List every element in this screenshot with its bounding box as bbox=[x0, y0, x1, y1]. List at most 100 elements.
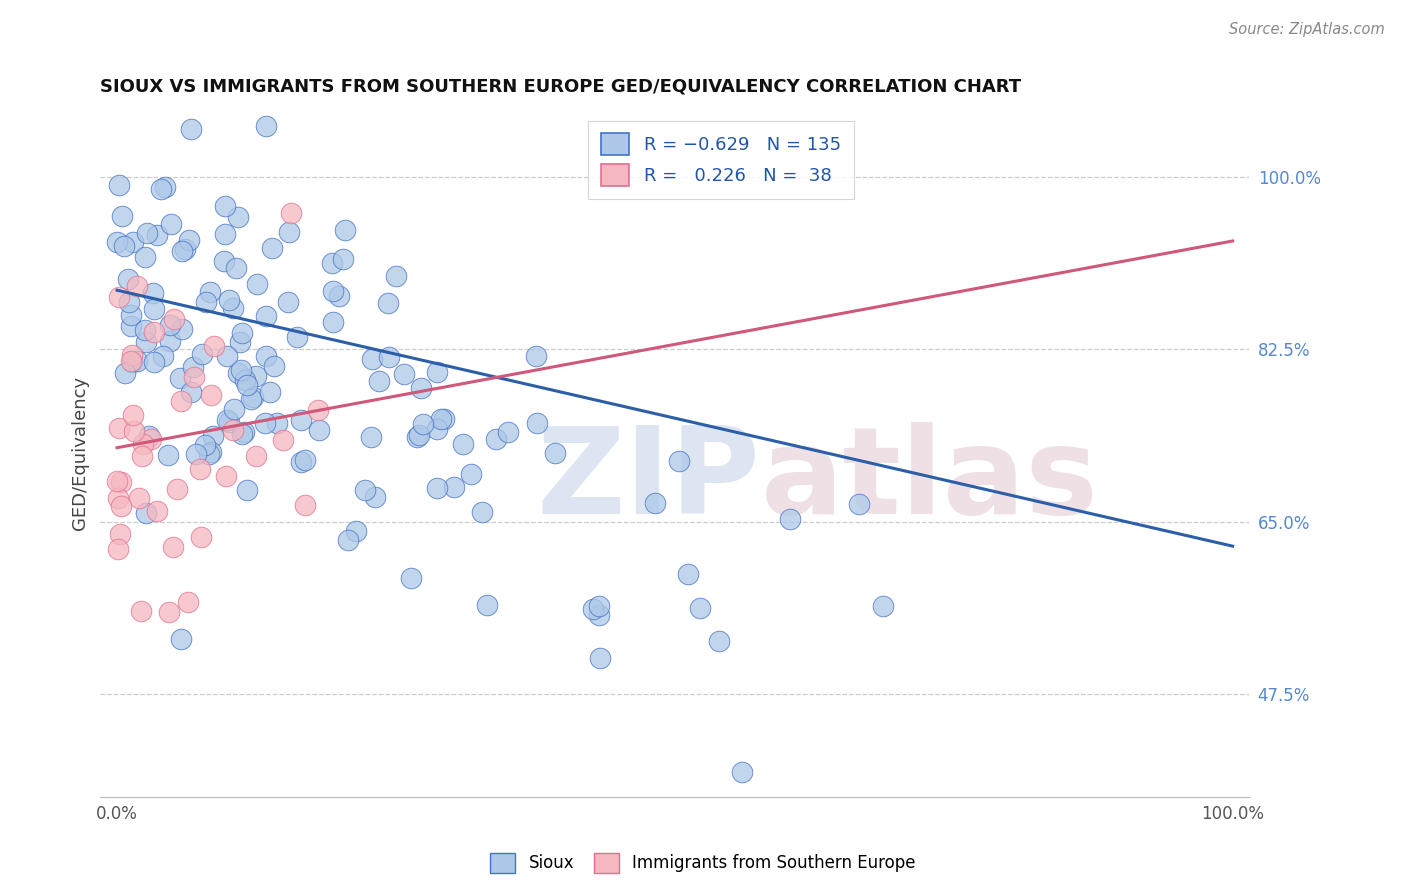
Point bbox=[143, 354, 166, 368]
Point bbox=[245, 369, 267, 384]
Point bbox=[142, 325, 165, 339]
Point bbox=[122, 408, 145, 422]
Point bbox=[322, 284, 344, 298]
Point bbox=[544, 446, 567, 460]
Point bbox=[197, 447, 219, 461]
Point bbox=[202, 429, 225, 443]
Point bbox=[392, 367, 415, 381]
Point bbox=[190, 346, 212, 360]
Point bbox=[245, 449, 267, 463]
Point bbox=[121, 308, 143, 322]
Point bbox=[125, 279, 148, 293]
Point bbox=[254, 349, 277, 363]
Point bbox=[200, 445, 222, 459]
Point bbox=[277, 294, 299, 309]
Point bbox=[689, 601, 711, 615]
Point bbox=[225, 261, 247, 276]
Point bbox=[135, 226, 157, 240]
Point bbox=[266, 416, 288, 430]
Point bbox=[254, 309, 277, 323]
Point bbox=[588, 599, 610, 613]
Point bbox=[110, 499, 132, 513]
Point bbox=[157, 448, 180, 462]
Point bbox=[229, 334, 252, 349]
Point bbox=[231, 326, 253, 341]
Point bbox=[135, 507, 157, 521]
Point bbox=[222, 401, 245, 416]
Point bbox=[129, 604, 152, 618]
Point bbox=[328, 288, 350, 302]
Point bbox=[218, 415, 240, 429]
Point bbox=[399, 571, 422, 585]
Point bbox=[239, 392, 262, 407]
Point bbox=[384, 268, 406, 283]
Point bbox=[336, 533, 359, 547]
Point bbox=[475, 598, 498, 612]
Point bbox=[731, 764, 754, 779]
Point bbox=[146, 503, 169, 517]
Point bbox=[335, 223, 357, 237]
Point bbox=[676, 567, 699, 582]
Point bbox=[235, 373, 257, 387]
Point bbox=[105, 235, 128, 250]
Point bbox=[214, 227, 236, 241]
Point bbox=[117, 271, 139, 285]
Point bbox=[134, 250, 156, 264]
Point bbox=[159, 605, 181, 619]
Point bbox=[162, 541, 184, 555]
Point bbox=[271, 433, 294, 447]
Point bbox=[180, 122, 202, 136]
Point bbox=[108, 290, 131, 304]
Point bbox=[121, 355, 143, 369]
Point bbox=[231, 426, 253, 441]
Point bbox=[135, 334, 157, 349]
Point bbox=[644, 496, 666, 510]
Point bbox=[409, 381, 432, 395]
Point bbox=[485, 432, 508, 446]
Point bbox=[193, 438, 215, 452]
Point bbox=[132, 437, 155, 451]
Point bbox=[125, 354, 148, 368]
Point bbox=[526, 416, 548, 430]
Point bbox=[122, 235, 145, 249]
Point bbox=[169, 371, 191, 385]
Point bbox=[120, 354, 142, 368]
Point bbox=[378, 351, 401, 365]
Text: ZIP: ZIP bbox=[537, 422, 761, 539]
Point bbox=[110, 526, 132, 541]
Point bbox=[143, 302, 166, 317]
Point bbox=[294, 498, 316, 512]
Point bbox=[152, 349, 174, 363]
Point bbox=[287, 330, 309, 344]
Point bbox=[107, 491, 129, 505]
Point bbox=[190, 530, 212, 544]
Point bbox=[582, 602, 605, 616]
Point bbox=[134, 323, 156, 337]
Point bbox=[114, 366, 136, 380]
Point bbox=[259, 384, 281, 399]
Point bbox=[146, 227, 169, 242]
Point bbox=[588, 608, 610, 623]
Point bbox=[226, 210, 249, 224]
Point bbox=[142, 286, 165, 301]
Point bbox=[290, 455, 312, 469]
Point bbox=[128, 491, 150, 505]
Point bbox=[131, 449, 153, 463]
Point bbox=[217, 349, 239, 363]
Point bbox=[177, 595, 200, 609]
Point bbox=[112, 239, 135, 253]
Point bbox=[177, 233, 200, 247]
Point bbox=[200, 388, 222, 402]
Point bbox=[180, 384, 202, 399]
Point bbox=[108, 420, 131, 434]
Point bbox=[229, 362, 252, 376]
Y-axis label: GED/Equivalency: GED/Equivalency bbox=[72, 376, 89, 530]
Point bbox=[138, 429, 160, 443]
Point bbox=[405, 430, 427, 444]
Point bbox=[110, 475, 132, 489]
Point bbox=[412, 417, 434, 431]
Point bbox=[202, 338, 225, 352]
Point bbox=[122, 424, 145, 438]
Point bbox=[105, 474, 128, 488]
Point bbox=[236, 483, 259, 497]
